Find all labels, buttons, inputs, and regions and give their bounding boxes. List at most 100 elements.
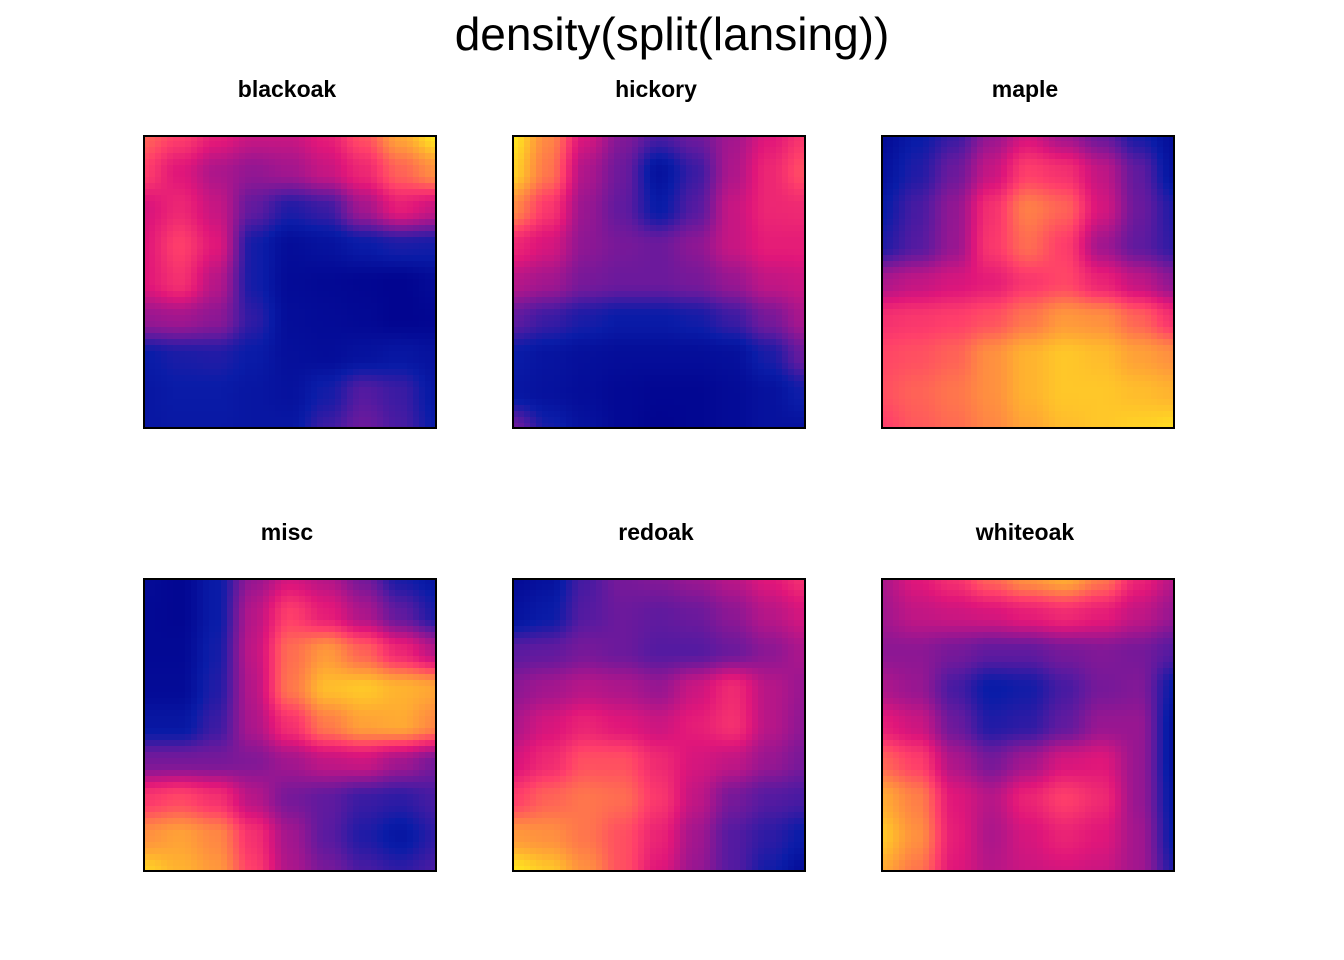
density-cell bbox=[197, 243, 204, 250]
density-cell bbox=[650, 363, 657, 370]
density-cell bbox=[203, 351, 210, 358]
density-cell bbox=[770, 369, 777, 376]
density-cell bbox=[770, 171, 777, 178]
density-cell bbox=[656, 171, 663, 178]
density-cell bbox=[662, 147, 669, 154]
density-cell bbox=[191, 309, 198, 316]
density-cell bbox=[596, 423, 603, 429]
density-cell bbox=[365, 387, 372, 394]
density-cell bbox=[245, 285, 252, 292]
density-cell bbox=[389, 135, 396, 142]
density-cell bbox=[311, 417, 318, 424]
density-cell bbox=[614, 231, 621, 238]
density-cell bbox=[227, 291, 234, 298]
density-cell bbox=[644, 165, 651, 172]
density-cell bbox=[788, 333, 795, 340]
density-cell bbox=[419, 267, 426, 274]
density-cell bbox=[584, 351, 591, 358]
density-cell bbox=[215, 339, 222, 346]
density-cell bbox=[524, 201, 531, 208]
density-cell bbox=[644, 387, 651, 394]
density-cell bbox=[620, 153, 627, 160]
density-cell bbox=[377, 141, 384, 148]
density-cell bbox=[782, 201, 789, 208]
density-cell bbox=[389, 333, 396, 340]
density-cell bbox=[542, 237, 549, 244]
density-cell bbox=[383, 159, 390, 166]
density-cell bbox=[800, 237, 806, 244]
density-cell bbox=[365, 363, 372, 370]
density-cell bbox=[431, 393, 437, 400]
density-cell bbox=[572, 381, 579, 388]
density-cell bbox=[740, 369, 747, 376]
density-cell bbox=[650, 207, 657, 214]
density-cell bbox=[227, 237, 234, 244]
density-cell bbox=[299, 249, 306, 256]
density-cell bbox=[704, 369, 711, 376]
density-cell bbox=[722, 363, 729, 370]
density-cell bbox=[239, 333, 246, 340]
density-cell bbox=[758, 195, 765, 202]
density-cell bbox=[686, 393, 693, 400]
density-cell bbox=[221, 207, 228, 214]
density-cell bbox=[680, 183, 687, 190]
density-cell bbox=[692, 333, 699, 340]
density-cell bbox=[245, 243, 252, 250]
density-cell bbox=[281, 135, 288, 142]
density-cell bbox=[698, 357, 705, 364]
density-cell bbox=[203, 279, 210, 286]
density-cell bbox=[710, 219, 717, 226]
density-cell bbox=[353, 141, 360, 148]
density-cell bbox=[572, 195, 579, 202]
density-cell bbox=[512, 135, 519, 142]
density-cell bbox=[542, 225, 549, 232]
density-cell bbox=[776, 273, 783, 280]
density-cell bbox=[758, 237, 765, 244]
density-cell bbox=[209, 405, 216, 412]
density-cell bbox=[728, 237, 735, 244]
density-cell bbox=[167, 339, 174, 346]
density-cell bbox=[518, 183, 525, 190]
density-cell bbox=[377, 207, 384, 214]
density-cell bbox=[347, 153, 354, 160]
density-cell bbox=[407, 267, 414, 274]
density-cell bbox=[668, 153, 675, 160]
density-cell bbox=[209, 273, 216, 280]
density-cell bbox=[590, 417, 597, 424]
density-cell bbox=[299, 387, 306, 394]
density-cell bbox=[782, 273, 789, 280]
density-cell bbox=[518, 261, 525, 268]
density-cell bbox=[251, 225, 258, 232]
density-cell bbox=[734, 333, 741, 340]
density-cell bbox=[317, 255, 324, 262]
density-cell bbox=[662, 375, 669, 382]
density-cell bbox=[395, 357, 402, 364]
density-cell bbox=[431, 225, 437, 232]
density-cell bbox=[536, 237, 543, 244]
density-cell bbox=[686, 171, 693, 178]
density-cell bbox=[239, 375, 246, 382]
density-cell bbox=[209, 195, 216, 202]
density-cell bbox=[734, 135, 741, 142]
density-cell bbox=[536, 177, 543, 184]
density-cell bbox=[656, 327, 663, 334]
density-cell bbox=[560, 267, 567, 274]
density-cell bbox=[425, 405, 432, 412]
density-cell bbox=[401, 189, 408, 196]
density-cell bbox=[512, 189, 519, 196]
density-cell bbox=[323, 297, 330, 304]
density-cell bbox=[233, 171, 240, 178]
density-cell bbox=[776, 165, 783, 172]
density-cell bbox=[662, 279, 669, 286]
density-cell bbox=[335, 207, 342, 214]
density-cell bbox=[275, 237, 282, 244]
density-cell bbox=[395, 393, 402, 400]
density-cell bbox=[578, 225, 585, 232]
density-cell bbox=[191, 231, 198, 238]
density-cell bbox=[638, 357, 645, 364]
density-cell bbox=[203, 399, 210, 406]
density-cell bbox=[536, 423, 543, 429]
density-cell bbox=[614, 339, 621, 346]
density-cell bbox=[632, 357, 639, 364]
density-cell bbox=[680, 135, 687, 142]
